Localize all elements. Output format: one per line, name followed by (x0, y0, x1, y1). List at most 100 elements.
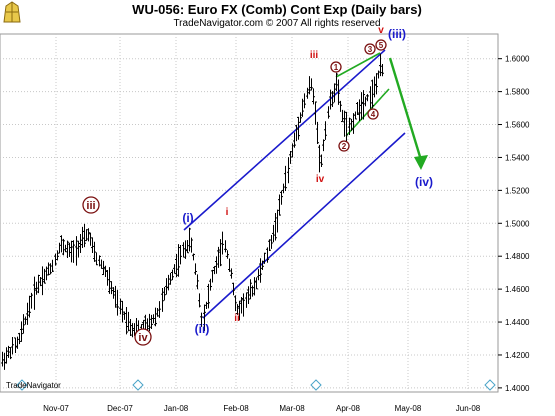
projection-arrow (388, 57, 423, 161)
price-bar (318, 144, 321, 173)
price-bar (261, 260, 264, 271)
price-bar (366, 94, 369, 102)
price-bar (51, 259, 54, 272)
wave-label: ii (234, 313, 240, 324)
wave-label: (iv) (415, 175, 433, 189)
price-bar (255, 277, 258, 290)
wave-label-circle (338, 140, 350, 152)
price-bar (91, 237, 94, 253)
price-bar (272, 224, 275, 243)
price-bar (238, 300, 241, 321)
price-bar (9, 346, 12, 360)
price-bar (251, 285, 254, 297)
x-tick-label: Apr-08 (336, 404, 361, 413)
price-bar (293, 132, 296, 148)
price-bar (68, 242, 71, 257)
price-bar (377, 70, 380, 79)
event-diamond-icon (16, 379, 28, 391)
wave-label-circle (134, 328, 152, 346)
wave-label-circle (364, 43, 376, 55)
wave-label-circle (367, 108, 379, 120)
wave-label: (iii) (388, 27, 406, 41)
y-tick-label: 1.5800 (505, 88, 530, 97)
price-bar (192, 253, 195, 261)
price-bar (337, 79, 340, 105)
price-bar (226, 250, 229, 259)
price-bar (360, 92, 363, 120)
price-bar (161, 287, 164, 312)
x-tick-label: Dec-07 (107, 404, 133, 413)
price-bar (177, 244, 180, 277)
price-bar (371, 79, 374, 109)
price-bar (331, 91, 334, 107)
projection-arrowhead-icon (414, 155, 428, 170)
price-bar (22, 314, 25, 334)
price-bar (49, 263, 52, 275)
price-bar (64, 244, 67, 253)
wave-label: iv (316, 174, 325, 185)
price-bar (245, 292, 248, 308)
wave-label: (i) (182, 211, 193, 225)
wave-label: 1 (334, 63, 339, 72)
y-tick-label: 1.4800 (505, 252, 530, 261)
price-bar (301, 98, 304, 117)
price-bar (169, 272, 172, 285)
price-bar (282, 183, 285, 194)
wave-label-circle (375, 39, 387, 51)
wave-label: 4 (371, 110, 376, 119)
price-bar (316, 121, 319, 145)
y-tick-label: 1.4000 (505, 384, 530, 393)
y-tick-label: 1.6000 (505, 55, 530, 64)
price-bar (167, 274, 170, 291)
price-bar (184, 240, 187, 259)
price-bar (20, 321, 23, 342)
price-bar (41, 266, 44, 296)
x-tick-label: Jan-08 (164, 404, 189, 413)
event-diamond-icon (132, 379, 144, 391)
price-bar (121, 300, 124, 323)
price-bar (234, 295, 237, 312)
price-bar (39, 277, 42, 287)
price-bar (72, 240, 75, 263)
plot-area (0, 33, 499, 393)
price-bar (221, 231, 224, 255)
price-bars (1, 53, 384, 370)
price-bar (203, 304, 206, 331)
price-bar (310, 78, 313, 91)
price-bar (125, 307, 128, 335)
price-bar (129, 319, 132, 336)
price-bar (373, 76, 376, 98)
wave-label: iii (86, 200, 95, 212)
price-bar (379, 53, 382, 77)
price-bar (228, 258, 231, 272)
wave-label: v (378, 25, 384, 36)
x-tick-label: Feb-08 (223, 404, 249, 413)
price-bar (89, 232, 92, 246)
wave-label: 5 (379, 41, 384, 50)
price-bar (213, 265, 216, 275)
price-bar (299, 112, 302, 123)
price-bar (295, 124, 298, 142)
price-bar (215, 256, 218, 274)
price-bar (240, 297, 243, 314)
price-bar (247, 286, 250, 304)
price-bar (146, 318, 149, 331)
price-bar (43, 268, 46, 284)
price-bar (276, 209, 279, 233)
price-bar (102, 260, 105, 276)
price-bar (266, 247, 269, 263)
price-bar (327, 106, 330, 119)
price-bar (188, 227, 191, 252)
price-bar (308, 76, 311, 95)
price-bar (93, 241, 96, 262)
price-bar (263, 252, 266, 264)
x-tick-label: Jun-08 (456, 404, 481, 413)
price-bar (211, 269, 214, 283)
price-bar (297, 116, 300, 140)
event-diamond-icon (310, 379, 322, 391)
price-bar (289, 151, 292, 164)
price-bar (249, 279, 252, 300)
price-bar (369, 86, 372, 109)
event-diamond-icon (484, 379, 496, 391)
y-tick-label: 1.5200 (505, 186, 530, 195)
